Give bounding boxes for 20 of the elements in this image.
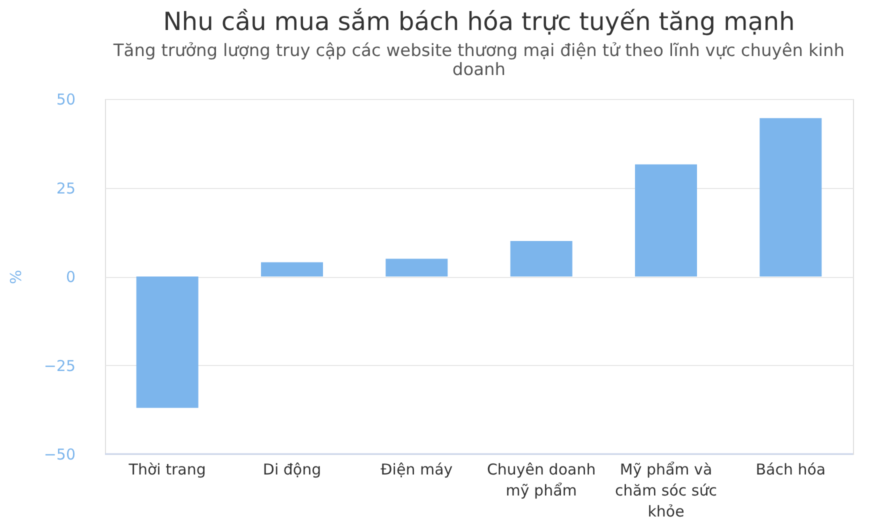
bar — [136, 276, 198, 408]
bar — [635, 164, 697, 276]
bar — [510, 241, 572, 276]
y-tick-label: 25 — [56, 179, 76, 198]
x-tick-label: Di động — [262, 460, 322, 478]
x-tick-label: Chuyên doanh mỹ phẩm — [486, 460, 596, 500]
x-tick-label: Bách hóa — [756, 460, 826, 478]
x-tick-label: Thời trang — [128, 460, 206, 478]
y-tick-label: −50 — [44, 446, 76, 464]
bar — [760, 118, 822, 276]
bar — [261, 262, 323, 276]
y-tick-label: 0 — [66, 268, 76, 286]
y-tick-label: −25 — [44, 356, 76, 375]
chart-title: Nhu cầu mua sắm bách hóa trực tuyến tăng mạnh — [163, 7, 795, 36]
y-tick-label: 50 — [56, 90, 76, 108]
bar — [386, 258, 448, 276]
x-tick-label: Điện máy — [380, 460, 453, 478]
y-axis-title: % — [6, 270, 25, 284]
x-tick-label: Mỹ phẩm và chăm sóc sức khỏe — [615, 460, 717, 520]
chart-subtitle: Tăng trưởng lượng truy cập các website thương mại điện tử theo lĩnh vực chuyên kinh doanh — [112, 41, 845, 80]
